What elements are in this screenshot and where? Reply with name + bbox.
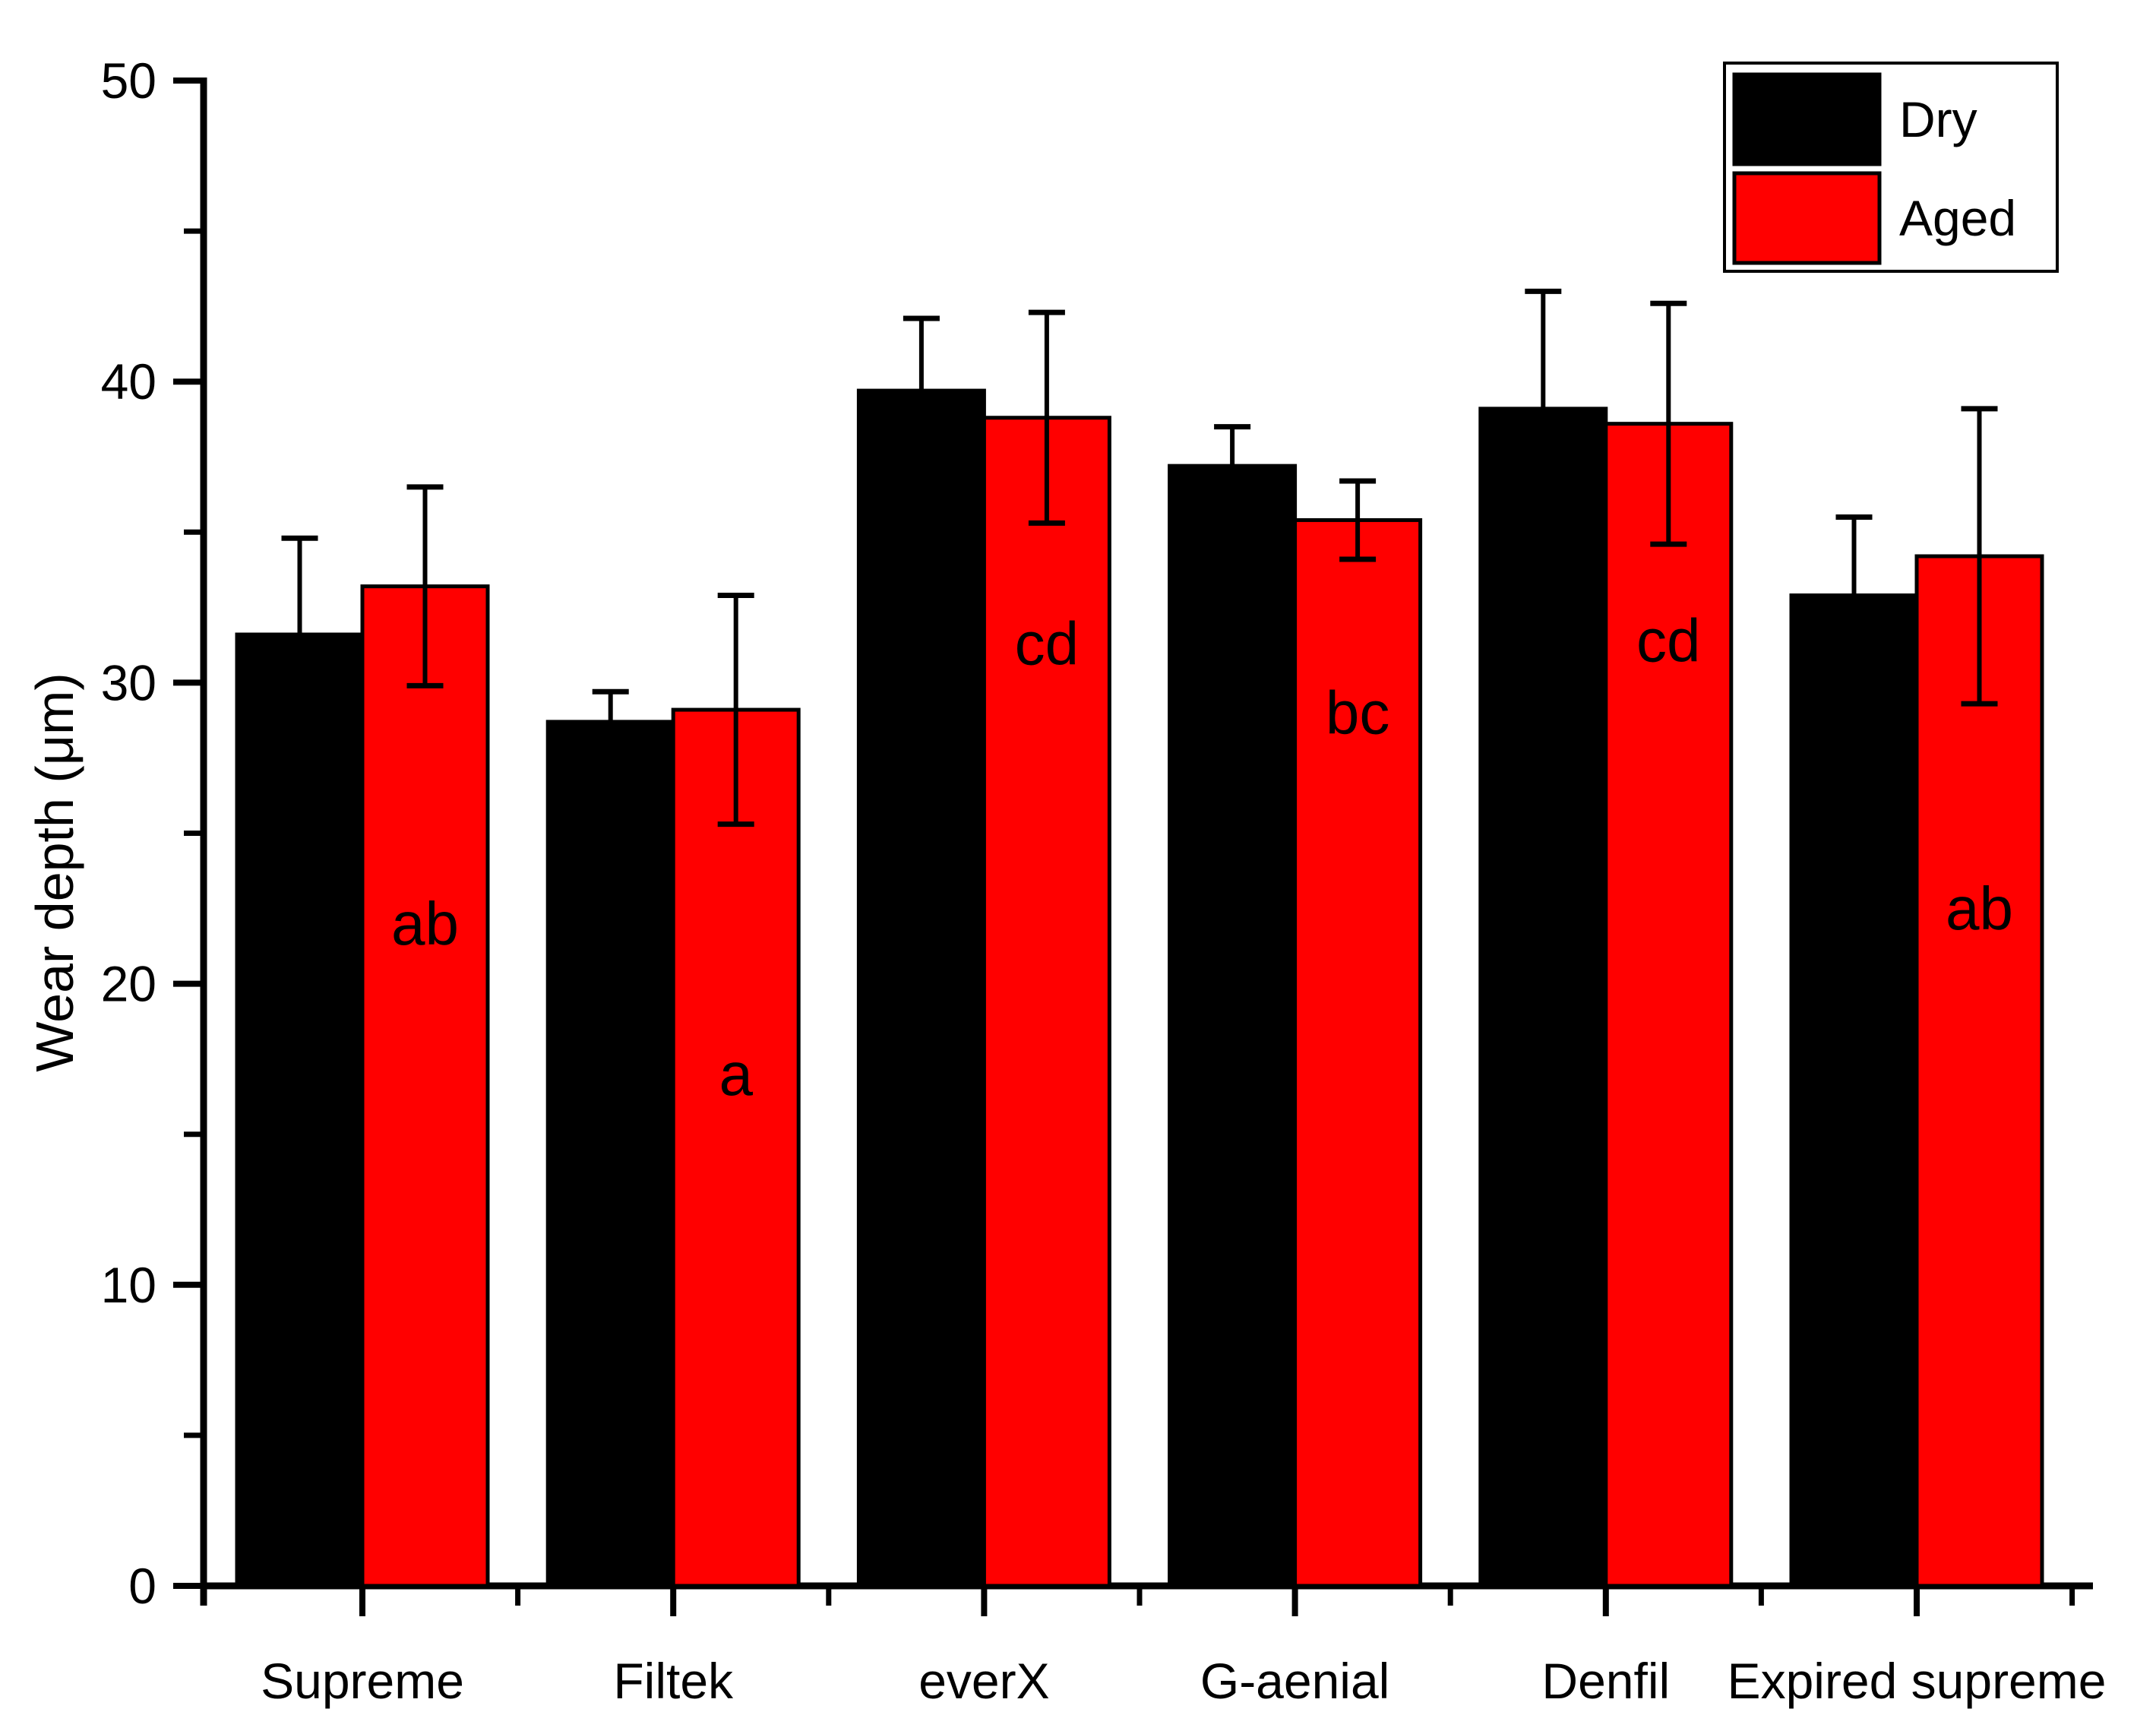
legend-swatch-aged: [1732, 171, 1882, 265]
x-axis-category-label-g-aenial: G-aenial: [1200, 1653, 1389, 1709]
x-axis-category-label-expired-supreme: Expired supreme: [1728, 1653, 2107, 1709]
y-axis-tick-label: 30: [101, 654, 156, 710]
y-axis-tick-label: 50: [101, 52, 156, 109]
bar-dry-expired-supreme: [1789, 593, 1919, 1588]
bar-dry-g-aenial: [1168, 464, 1298, 1588]
sig-label-aged-denfil: cd: [1636, 606, 1701, 674]
y-axis-tick-label: 20: [101, 956, 156, 1012]
sig-label-aged-expired-supreme: ab: [1946, 875, 2013, 942]
x-axis-category-label-supreme: Supreme: [261, 1653, 464, 1709]
bar-dry-supreme: [235, 632, 365, 1588]
x-axis-category-label-everx: everX: [918, 1653, 1049, 1709]
bar-aged-g-aenial: [1293, 517, 1423, 1588]
bar-aged-supreme: [360, 584, 490, 1588]
bar-aged-filtek: [671, 707, 801, 1588]
y-axis-title: Wear depth (μm): [25, 672, 84, 1071]
sig-label-aged-g-aenial: bc: [1326, 679, 1390, 747]
sig-label-dry-everx: cd: [890, 609, 954, 677]
y-axis-tick-label: 40: [101, 353, 156, 410]
sig-label-dry-supreme: ab: [266, 890, 334, 957]
y-axis-tick-label: 10: [101, 1257, 156, 1313]
sig-label-aged-filtek: a: [719, 1040, 753, 1108]
x-axis-category-label-filtek: Filtek: [613, 1653, 734, 1709]
bar-aged-expired-supreme: [1914, 554, 2044, 1588]
sig-label-dry-denfil: cd: [1511, 606, 1576, 674]
sig-label-dry-filtek: a: [593, 1040, 628, 1108]
legend-swatch-dry: [1732, 72, 1882, 166]
sig-label-dry-g-aenial: c: [1217, 646, 1247, 714]
sig-label-aged-everx: cd: [1015, 609, 1080, 677]
bar-aged-denfil: [1604, 422, 1734, 1588]
bar-dry-filtek: [545, 720, 675, 1588]
bar-dry-denfil: [1478, 407, 1608, 1588]
y-axis-tick-label: 0: [128, 1558, 156, 1614]
legend-label-aged: Aged: [1899, 190, 2016, 246]
sig-label-dry-expired-supreme: ab: [1820, 875, 1888, 942]
sig-label-aged-supreme: ab: [391, 890, 459, 957]
x-axis-category-label-denfil: Denfil: [1541, 1653, 1670, 1709]
bar-aged-everx: [982, 416, 1111, 1588]
bar-dry-everx: [856, 388, 986, 1588]
legend-label-dry: Dry: [1899, 91, 1977, 147]
